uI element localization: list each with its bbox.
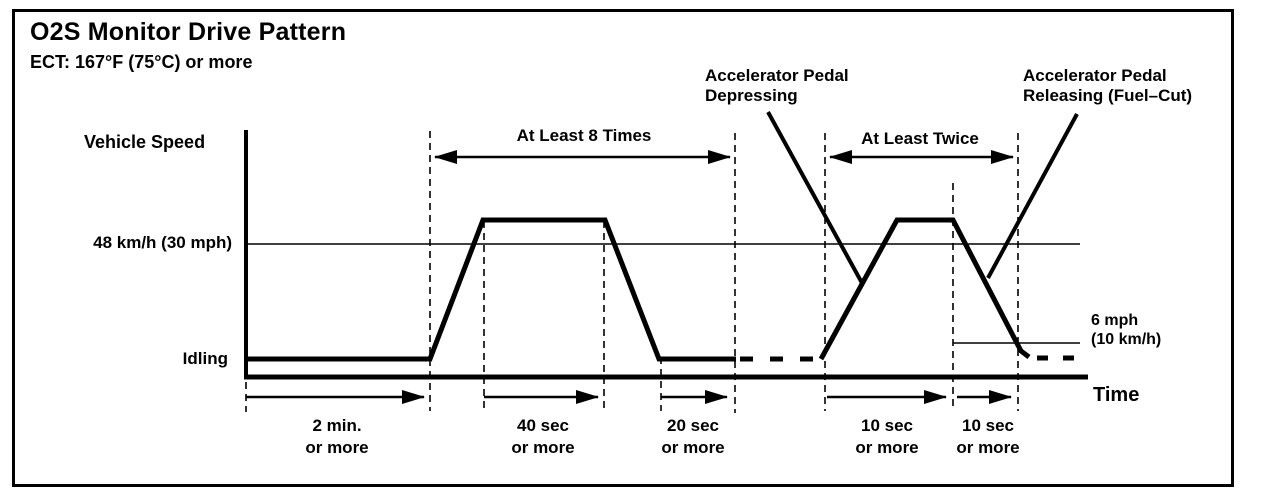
pedal-releasing-line1: Accelerator Pedal — [1023, 66, 1167, 85]
pedal-releasing-label: Accelerator Pedal Releasing (Fuel–Cut) — [1023, 66, 1243, 106]
pedal-depressing-label: Accelerator Pedal Depressing — [705, 66, 925, 106]
pedal-releasing-line2: Releasing (Fuel–Cut) — [1023, 86, 1193, 105]
pedal-depressing-line1: Accelerator Pedal — [705, 66, 849, 85]
duration-10sec-1-qualifier: or more — [855, 438, 919, 457]
y-axis-label: Vehicle Speed — [84, 132, 206, 152]
fuel-cut-speed-line1: 6 mph — [1091, 312, 1139, 329]
duration-10sec-2-value: 10 sec — [962, 416, 1014, 435]
duration-20sec: 20 sec or more — [618, 415, 768, 459]
speed-threshold-label: 48 km/h (30 mph) — [93, 233, 232, 252]
pointer-releasing — [986, 113, 1079, 279]
duration-20sec-qualifier: or more — [661, 438, 725, 457]
figure-border — [12, 9, 1234, 487]
idling-label: Idling — [182, 349, 228, 368]
fuel-cut-speed-label: 6 mph (10 km/h) — [1091, 311, 1161, 349]
duration-40sec: 40 sec or more — [468, 415, 618, 459]
duration-10sec-1-value: 10 sec — [861, 416, 913, 435]
duration-10sec-2: 10 sec or more — [913, 415, 1063, 459]
drive-pattern-segment-2 — [818, 217, 1031, 361]
duration-40sec-qualifier: or more — [511, 438, 575, 457]
diagram-title: O2S Monitor Drive Pattern — [30, 18, 347, 46]
repeat-twice-label: At Least Twice — [861, 129, 979, 148]
duration-2min-qualifier: or more — [305, 438, 369, 457]
duration-2min: 2 min. or more — [262, 415, 412, 459]
time-axis-label: Time — [1093, 384, 1140, 406]
duration-2min-value: 2 min. — [312, 416, 362, 435]
duration-40sec-value: 40 sec — [517, 416, 569, 435]
fuel-cut-speed-line2: (10 km/h) — [1091, 331, 1162, 348]
ect-condition: ECT: 167°F (75°C) or more — [30, 52, 253, 72]
pedal-depressing-line2: Depressing — [705, 86, 798, 105]
duration-10sec-1: 10 sec or more — [812, 415, 962, 459]
duration-20sec-value: 20 sec — [667, 416, 719, 435]
drive-pattern-segment-1 — [246, 217, 736, 362]
repeat-8-times-label: At Least 8 Times — [516, 126, 652, 145]
pointer-depressing — [766, 111, 864, 284]
duration-10sec-2-qualifier: or more — [956, 438, 1020, 457]
